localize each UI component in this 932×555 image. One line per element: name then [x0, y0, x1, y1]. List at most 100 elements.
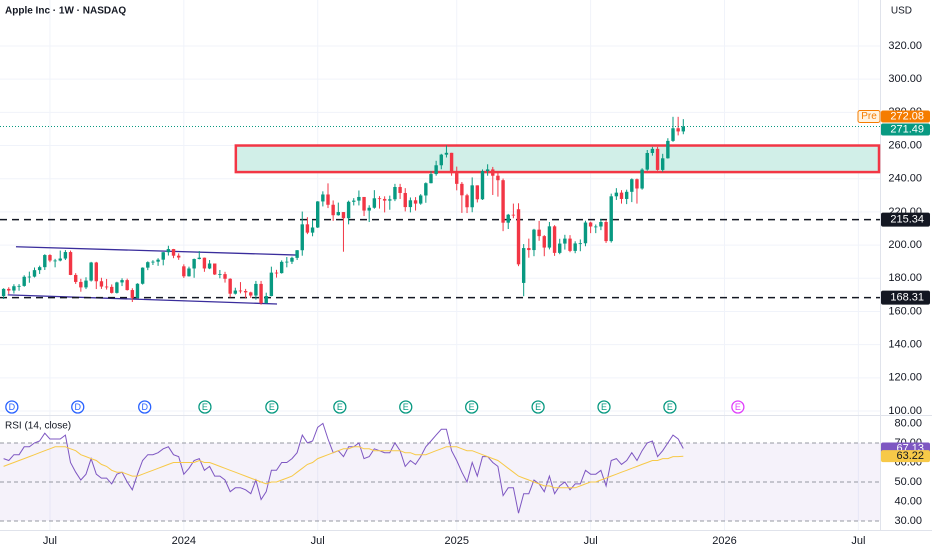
candle-body — [182, 266, 186, 277]
candle-body — [650, 148, 655, 153]
candle-body — [223, 274, 227, 279]
candle-body — [12, 286, 16, 291]
candle-body — [465, 195, 469, 208]
candle-body — [501, 180, 505, 223]
event-label: E — [667, 402, 673, 412]
candle-body — [516, 209, 521, 265]
candle-body — [233, 290, 238, 294]
candle-body — [418, 195, 423, 204]
candle-body — [37, 267, 42, 271]
candle-body — [619, 192, 624, 199]
x-tick-label: 2026 — [712, 535, 736, 547]
candle-body — [326, 194, 330, 205]
event-marker — [198, 400, 212, 414]
event-label: D — [141, 402, 148, 412]
candle-body — [166, 249, 171, 253]
y-tick-label: 120.00 — [888, 372, 922, 384]
candle-body — [43, 255, 47, 268]
event-label: E — [735, 402, 741, 412]
event-marker — [5, 400, 19, 414]
candle-body — [599, 222, 603, 227]
candle-body — [377, 198, 382, 200]
candle-body — [527, 248, 531, 251]
level-label: 168.31 — [890, 292, 924, 304]
candle-body — [197, 257, 201, 260]
candle-body — [542, 236, 546, 248]
candle-body — [583, 222, 588, 244]
event-label: E — [601, 402, 607, 412]
candle-body — [290, 257, 294, 262]
event-label: E — [469, 402, 475, 412]
y-tick-label: 240.00 — [888, 173, 922, 185]
candle-body — [624, 191, 629, 199]
currency: USD — [891, 6, 912, 17]
rsi-title: RSI (14, close) — [5, 421, 71, 432]
x-tick-label: Jul — [311, 535, 325, 547]
candle-body — [207, 263, 212, 269]
candle-body — [357, 196, 361, 201]
candle-body — [449, 152, 454, 174]
candle-body — [460, 183, 464, 196]
candle-body — [125, 280, 129, 291]
candle-body — [398, 187, 402, 193]
candle-body — [635, 179, 639, 189]
last-price: 271.49 — [890, 123, 924, 135]
candle-body — [681, 126, 686, 132]
candle-body — [640, 169, 644, 189]
candle-body — [295, 250, 299, 258]
candle-body — [73, 274, 78, 282]
candle-body — [218, 274, 222, 275]
candle-body — [521, 248, 526, 283]
candle-body — [563, 238, 567, 244]
event-label: E — [535, 402, 541, 412]
candle-body — [434, 165, 438, 175]
candle-body — [192, 259, 196, 269]
candle-body — [588, 222, 593, 227]
candle-body — [480, 171, 485, 200]
event-label: E — [403, 402, 409, 412]
candle-body — [547, 226, 552, 248]
candle-body — [1, 288, 6, 297]
event-marker — [333, 400, 347, 414]
rsi-tick-label: 30.00 — [894, 515, 922, 527]
resistance-zone — [234, 144, 881, 174]
pre-badge — [857, 109, 881, 123]
rsi-line — [3, 422, 684, 514]
candle-body — [48, 255, 52, 261]
candle-body — [279, 261, 284, 274]
candle-body — [336, 212, 341, 216]
candle-body — [104, 286, 109, 288]
candle-body — [171, 249, 176, 256]
x-tick-label: 2025 — [444, 535, 468, 547]
candle-body — [146, 262, 150, 268]
rsi-tick-label: 80.00 — [894, 417, 922, 429]
candle-body — [249, 292, 253, 296]
candle-body — [341, 212, 346, 219]
candle-body — [506, 214, 510, 223]
event-label: D — [9, 402, 16, 412]
candle-body — [161, 252, 165, 260]
x-tick-label: Jul — [584, 535, 598, 547]
candle-body — [140, 267, 145, 284]
event-label: E — [269, 402, 275, 412]
candle-body — [68, 252, 73, 275]
rsi-value: 63.22 — [896, 450, 924, 462]
candle-body — [491, 169, 495, 176]
candle-body — [58, 258, 62, 261]
candle-body — [130, 290, 135, 298]
chart-title: Apple Inc · 1W · NASDAQ — [5, 6, 126, 17]
candle-body — [393, 187, 397, 200]
level-badge — [881, 212, 930, 227]
y-tick-label: 320.00 — [888, 40, 922, 52]
event-label: E — [337, 402, 343, 412]
candle-body — [300, 224, 304, 251]
candle-body — [388, 199, 392, 201]
candle-body — [568, 238, 572, 251]
candle-body — [22, 276, 26, 286]
y-tick-label: 260.00 — [888, 139, 922, 151]
candle-body — [372, 198, 377, 208]
candle-body — [84, 280, 88, 288]
candle-body — [89, 262, 93, 281]
candle-body — [578, 243, 583, 245]
